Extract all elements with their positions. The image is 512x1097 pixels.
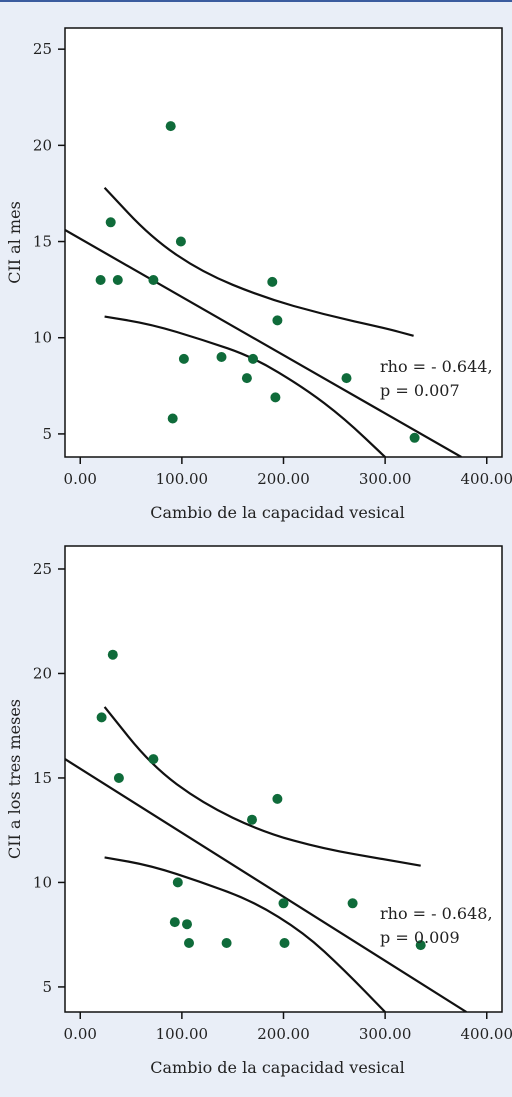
x-tick-label: 200.00	[257, 1025, 310, 1043]
y-tick-label: 5	[42, 425, 52, 443]
data-point	[113, 773, 124, 783]
y-tick-label: 10	[33, 873, 52, 891]
data-point	[148, 275, 159, 285]
regression-line	[65, 229, 462, 457]
x-axis-title: Cambio de la capacidad vesical	[150, 503, 405, 522]
data-point	[409, 432, 420, 443]
chart-panel-cii-al-mes: 5 10 15 20 25 0.00 100.00 200.00 300.00 400.00 Cam…	[0, 0, 512, 540]
data-point	[216, 352, 227, 362]
y-tick-label: 15	[33, 769, 52, 787]
data-point	[105, 217, 116, 228]
confidence-band-lower	[104, 856, 386, 1012]
y-tick-label: 20	[33, 136, 52, 154]
data-point	[95, 275, 106, 285]
rho-annotation: rho = - 0.644,	[380, 357, 493, 376]
scatter-chart-svg: 5 10 15 20 25 0.00 100.00 200.00 300.00 400.00 Cam…	[5, 27, 512, 522]
x-tick-label: 100.00	[156, 470, 209, 488]
y-tick-label: 25	[33, 560, 52, 578]
data-point	[148, 754, 159, 765]
p-value-annotation: p = 0.009	[380, 928, 460, 947]
x-tick-label: 300.00	[359, 470, 412, 488]
data-point	[267, 276, 278, 287]
data-point	[182, 919, 192, 930]
data-point	[347, 898, 358, 909]
data-point	[270, 392, 281, 403]
data-point	[107, 649, 118, 660]
x-tick-label: 0.00	[64, 1025, 97, 1043]
y-axis-title: CII al mes	[5, 201, 24, 284]
confidence-band-upper	[103, 186, 414, 337]
x-tick-label: 200.00	[257, 470, 310, 488]
data-point	[248, 353, 258, 364]
x-tick-label: 0.00	[64, 470, 97, 488]
top-rule	[0, 0, 512, 2]
rho-annotation: rho = - 0.648,	[380, 904, 493, 923]
data-point	[165, 121, 176, 132]
plot-area	[64, 545, 503, 1013]
p-value-annotation: p = 0.007	[380, 381, 460, 400]
data-point	[341, 373, 352, 384]
data-point	[279, 938, 290, 948]
x-tick-label: 100.00	[156, 1025, 209, 1043]
y-tick-label: 25	[33, 40, 52, 58]
data-point	[178, 353, 189, 364]
x-tick-label: 400.00	[461, 1025, 512, 1043]
confidence-band-upper	[103, 706, 421, 867]
data-point	[96, 712, 107, 723]
data-point	[272, 315, 283, 326]
y-tick-label: 15	[33, 233, 52, 251]
y-axis-title: CII a los tres meses	[5, 699, 24, 859]
y-tick-label: 10	[33, 329, 52, 347]
confidence-band-lower	[104, 315, 386, 457]
y-tick-label: 20	[33, 664, 52, 682]
data-point	[415, 940, 426, 951]
plot-lines	[65, 186, 462, 457]
data-point	[167, 413, 178, 424]
x-tick-label: 400.00	[461, 470, 512, 488]
chart-panel-cii-tres-meses: 5 10 15 20 25 0.00 100.00 200.00 300.00 400.00 Cam…	[0, 520, 512, 1077]
x-tick-label: 300.00	[359, 1025, 412, 1043]
regression-line	[65, 758, 467, 1012]
data-point	[175, 236, 186, 247]
data-point	[169, 917, 180, 928]
plot-lines	[65, 706, 467, 1012]
scatter-chart-svg: 5 10 15 20 25 0.00 100.00 200.00 300.00 400.00 Cam…	[5, 545, 512, 1077]
x-axis-title: Cambio de la capacidad vesical	[150, 1058, 405, 1077]
plot-area	[64, 27, 503, 458]
data-point	[241, 373, 252, 384]
data-point	[112, 275, 123, 285]
data-point	[247, 814, 257, 825]
data-point	[278, 898, 289, 909]
data-point	[184, 938, 194, 948]
data-point	[172, 877, 183, 888]
data-point	[221, 938, 232, 948]
data-point	[272, 793, 283, 804]
y-tick-label: 5	[42, 978, 52, 996]
